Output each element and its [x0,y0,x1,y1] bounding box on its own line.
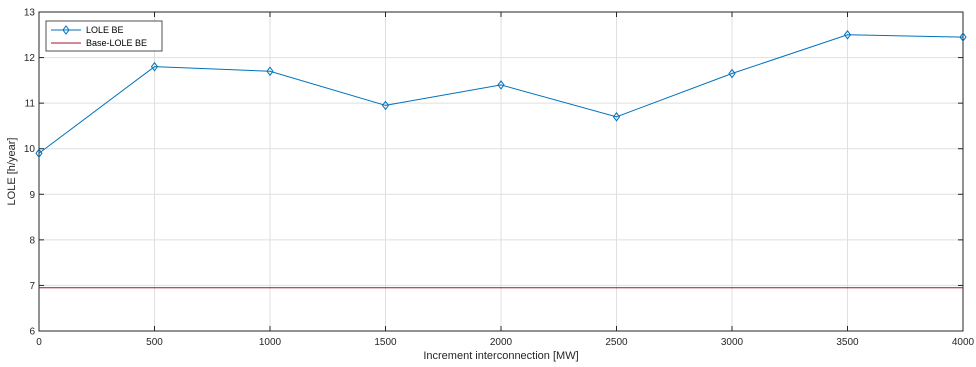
data-point-marker [612,111,621,122]
y-tick-label: 12 [24,53,36,64]
x-tick-label: 3500 [836,337,859,348]
legend-label-base-lole-be: Base-LOLE BE [86,38,147,48]
y-tick-label: 7 [29,281,35,292]
x-axis-label: Increment interconnection [MW] [423,350,578,362]
y-tick-label: 8 [29,235,35,246]
x-tick-label: 500 [146,337,163,348]
x-tick-label: 2000 [490,337,513,348]
y-tick-label: 10 [24,144,36,155]
data-point-marker [728,68,736,79]
series-layer [35,29,967,289]
x-tick-label: 4000 [952,337,975,348]
y-tick-label: 11 [25,99,36,110]
x-axis-ticks: 0 500 1000 1500 2000 2500 3000 3500 4000 [36,12,975,348]
x-tick-label: 2500 [605,337,628,348]
y-axis-label: LOLE [h/year] [6,138,18,206]
data-point-marker [35,148,43,159]
y-tick-label: 9 [29,190,35,201]
series-line-lole-be [38,34,964,154]
data-point-marker [959,32,967,42]
legend: LOLE BE Base-LOLE BE [45,20,163,52]
data-point-marker [381,100,390,111]
x-tick-label: 1000 [259,337,282,348]
data-point-marker [266,66,274,77]
grid-lines [38,11,964,332]
data-point-marker [843,29,852,40]
data-point-marker [150,61,159,72]
legend-label-lole-be: LOLE BE [86,25,124,35]
y-axis-ticks: 6 7 8 9 10 11 12 13 [24,8,963,338]
y-tick-label: 6 [29,327,35,338]
x-tick-label: 0 [36,337,42,348]
x-tick-label: 3000 [721,337,744,348]
y-tick-label: 13 [24,8,36,19]
legend-box [45,20,163,52]
data-point-marker [497,80,505,90]
x-tick-label: 1500 [374,337,397,348]
legend-marker-diamond [62,25,70,35]
